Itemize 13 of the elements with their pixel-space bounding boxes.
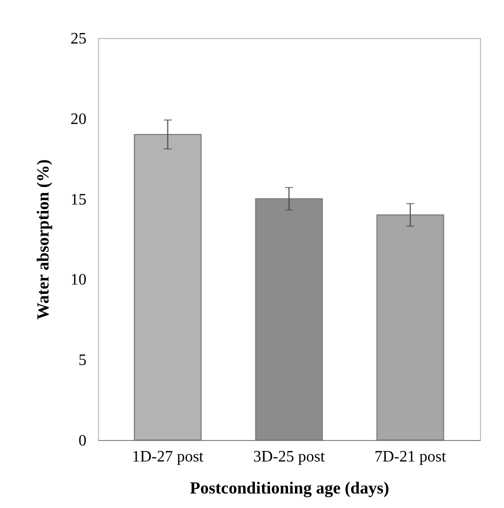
- x-tick-label: 3D-25 post: [253, 448, 326, 466]
- bar: [376, 214, 444, 440]
- y-tick-label: 5: [78, 352, 86, 370]
- y-tick-label: 0: [78, 432, 86, 450]
- x-axis-title: Postconditioning age (days): [190, 478, 390, 498]
- x-tick-label: 1D-27 post: [132, 448, 204, 466]
- y-tick-label: 25: [70, 30, 86, 48]
- x-tick-label: 7D-21 post: [374, 448, 447, 466]
- bar: [134, 134, 202, 440]
- y-tick-label: 10: [70, 272, 86, 289]
- y-tick-label: 15: [70, 191, 86, 208]
- y-axis-title: Water absorption (%): [34, 159, 52, 320]
- y-tick-label: 20: [70, 110, 86, 128]
